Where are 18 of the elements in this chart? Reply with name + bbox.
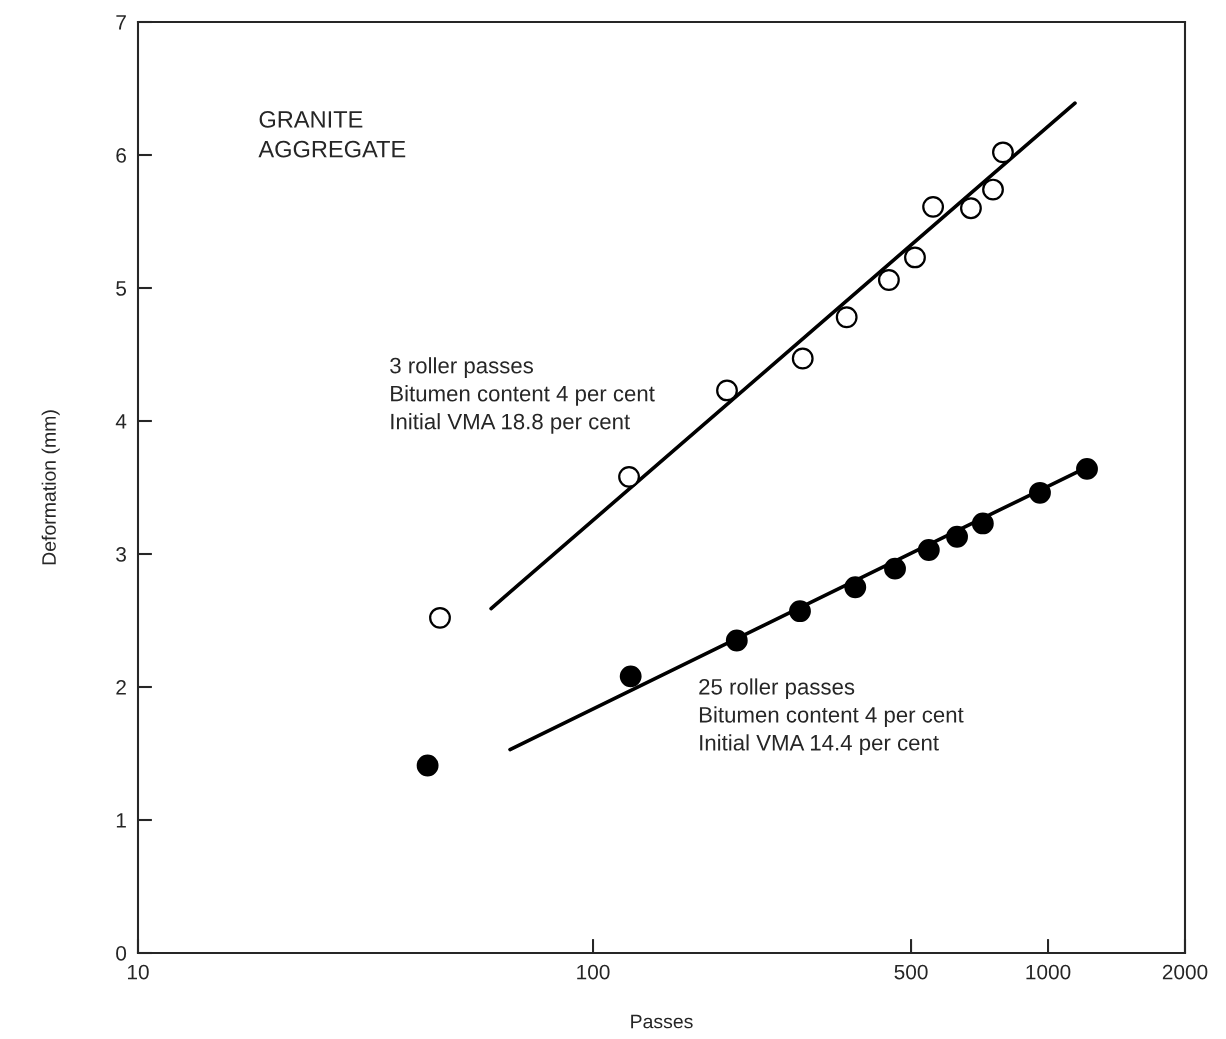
y-tick-label: 4: [115, 414, 127, 429]
x-tick-label: 2000: [1162, 964, 1208, 980]
annotation: 25 roller passes Bitumen content 4 per cent Initial VMA 14.4 per cent: [699, 678, 964, 755]
y-tick-label: 7: [116, 15, 126, 30]
annotation: GRANITE AGGREGATE: [258, 111, 406, 158]
y-axis-title: Deformation (mm): [41, 410, 60, 565]
x-axis-title: Passes: [631, 1014, 693, 1029]
x-tick-label: 10: [128, 964, 149, 980]
y-tick-label: 3: [116, 547, 126, 562]
y-tick-label: 2: [116, 680, 126, 695]
y-tick-label: 0: [116, 946, 127, 961]
y-tick-label: 5: [116, 281, 127, 296]
annotation: 3 roller passes Bitumen content 4 per cent Initial VMA 18.8 per cent: [390, 357, 655, 434]
x-tick-label: 1000: [1026, 964, 1071, 980]
x-tick-label: 100: [577, 964, 610, 980]
x-tick-label: 500: [894, 964, 928, 980]
y-tick-label: 6: [116, 148, 126, 163]
y-tick-label: 1: [116, 813, 126, 828]
